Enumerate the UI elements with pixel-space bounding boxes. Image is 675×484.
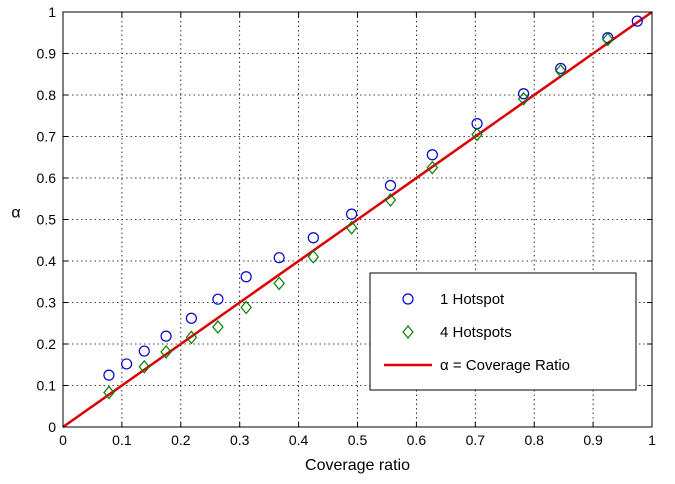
- data-point-4-hotspots: [103, 385, 115, 400]
- y-axis-label: α: [11, 205, 20, 222]
- y-tick-label: 0.9: [37, 46, 57, 62]
- y-tick-label: 0.1: [37, 378, 57, 394]
- axis-ticks: 0 0.1 0.2 0.3 0.4 0.5 0.6 0.7 0.8 0.9 1 0 0.1 0.2 0.3 0…: [37, 4, 657, 448]
- data-point-4-hotspots: [602, 32, 614, 47]
- x-axis-label: Coverage ratio: [305, 457, 410, 474]
- y-tick-label: 0.2: [37, 336, 57, 352]
- data-point-4-hotspots: [517, 91, 530, 106]
- data-point-4-hotspots: [273, 276, 285, 291]
- data-point-1-hotspot: [240, 271, 252, 283]
- y-tick-label: 0.5: [37, 212, 57, 228]
- legend-label: α = Coverage Ratio: [440, 357, 570, 374]
- y-tick-label: 0: [48, 419, 56, 435]
- x-tick-label: 0: [59, 432, 67, 448]
- data-point-1-hotspot: [631, 15, 643, 27]
- reference-line-layer: [62, 10, 653, 429]
- x-tick-label: 0.8: [524, 432, 544, 448]
- legend-box: [369, 272, 637, 391]
- y-tick-label: 0.3: [37, 295, 57, 311]
- x-tick-label: 0.3: [230, 432, 250, 448]
- y-tick-label: 0.6: [37, 170, 57, 186]
- data-point-1-hotspot: [185, 312, 198, 324]
- data-point-4-hotspots: [138, 359, 151, 374]
- legend-label: 4 Hotspots: [440, 324, 512, 341]
- data-point-4-hotspots: [240, 300, 252, 315]
- y-tick-label: 0.8: [37, 87, 57, 103]
- data-point-1-hotspot: [160, 330, 172, 342]
- data-point-4-hotspots: [471, 127, 483, 142]
- data-point-1-hotspot: [307, 232, 319, 244]
- data-markers: [103, 15, 643, 400]
- legend-swatch-circle: [402, 293, 414, 305]
- data-point-4-hotspots: [307, 249, 320, 264]
- x-tick-label: 1: [648, 432, 656, 448]
- y-tick-label: 0.7: [37, 129, 57, 145]
- x-tick-label: 0.5: [348, 432, 368, 448]
- data-point-1-hotspot: [346, 208, 358, 220]
- data-point-1-hotspot: [384, 179, 397, 192]
- data-point-4-hotspots: [345, 220, 358, 235]
- y-tick-label: 0.4: [37, 253, 57, 269]
- legend: 1 Hotspot 4 Hotspots α = Coverage Ratio: [369, 272, 637, 391]
- x-tick-label: 0.2: [171, 432, 191, 448]
- data-point-1-hotspot: [555, 62, 567, 75]
- data-point-1-hotspot: [138, 345, 150, 357]
- x-tick-label: 0.6: [407, 432, 427, 448]
- x-tick-label: 0.1: [112, 432, 132, 448]
- data-point-4-hotspots: [384, 193, 397, 207]
- data-point-1-hotspot: [426, 149, 438, 161]
- x-tick-label: 0.7: [466, 432, 486, 448]
- data-point-4-hotspots: [212, 320, 224, 334]
- data-point-4-hotspots: [426, 160, 439, 175]
- legend-swatch-diamond: [402, 325, 414, 339]
- series-line-reference: [62, 10, 653, 429]
- data-point-1-hotspot: [273, 252, 285, 264]
- y-tick-label: 1: [48, 4, 56, 20]
- data-point-1-hotspot: [103, 369, 115, 381]
- data-point-4-hotspots: [160, 344, 172, 359]
- data-point-4-hotspots: [554, 63, 567, 78]
- x-tick-label: 0.4: [289, 432, 309, 448]
- x-tick-label: 0.9: [583, 432, 603, 448]
- data-point-1-hotspot: [121, 358, 133, 370]
- data-point-1-hotspot: [212, 293, 224, 305]
- legend-label: 1 Hotspot: [440, 291, 505, 308]
- data-point-1-hotspot: [517, 88, 530, 100]
- data-point-4-hotspots: [185, 330, 198, 345]
